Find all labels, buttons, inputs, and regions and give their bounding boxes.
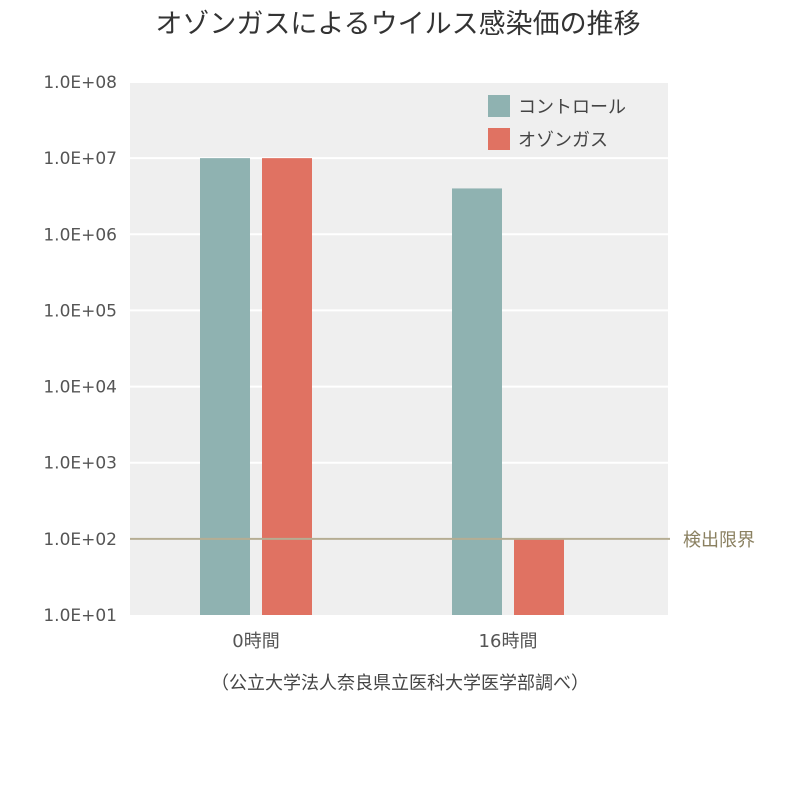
bar-ozone-1 xyxy=(514,538,564,615)
y-tick-label: 1.0E+06 xyxy=(43,225,117,245)
bar-control-1 xyxy=(452,188,502,615)
x-axis-categories: 0時間 16時間 xyxy=(232,631,537,652)
x-category-label: 0時間 xyxy=(232,631,279,652)
legend-swatch-ozone xyxy=(488,128,510,150)
x-category-label: 16時間 xyxy=(479,631,538,652)
y-axis-ticks: 1.0E+01 1.0E+02 1.0E+03 1.0E+04 1.0E+05 1.0E+… xyxy=(43,73,117,626)
detection-limit: 検出限界 xyxy=(130,530,755,551)
y-tick-label: 1.0E+05 xyxy=(43,301,117,321)
y-tick-label: 1.0E+07 xyxy=(43,149,117,169)
y-tick-label: 1.0E+01 xyxy=(43,606,117,626)
y-tick-label: 1.0E+03 xyxy=(43,454,117,474)
detection-limit-label: 検出限界 xyxy=(683,530,755,551)
y-tick-label: 1.0E+08 xyxy=(43,73,117,93)
source-note: （公立大学法人奈良県立医科大学医学部調べ） xyxy=(211,673,589,694)
legend-label-control: コントロール xyxy=(518,97,626,118)
legend-label-ozone: オゾンガス xyxy=(518,130,608,151)
y-tick-label: 1.0E+04 xyxy=(43,378,117,398)
bar-control-0 xyxy=(200,158,250,615)
legend-swatch-control xyxy=(488,95,510,117)
legend: コントロール オゾンガス xyxy=(488,95,626,151)
bar-ozone-0 xyxy=(262,158,312,615)
chart-title: オゾンガスによるウイルス感染価の推移 xyxy=(155,9,640,40)
y-tick-label: 1.0E+02 xyxy=(43,530,117,550)
